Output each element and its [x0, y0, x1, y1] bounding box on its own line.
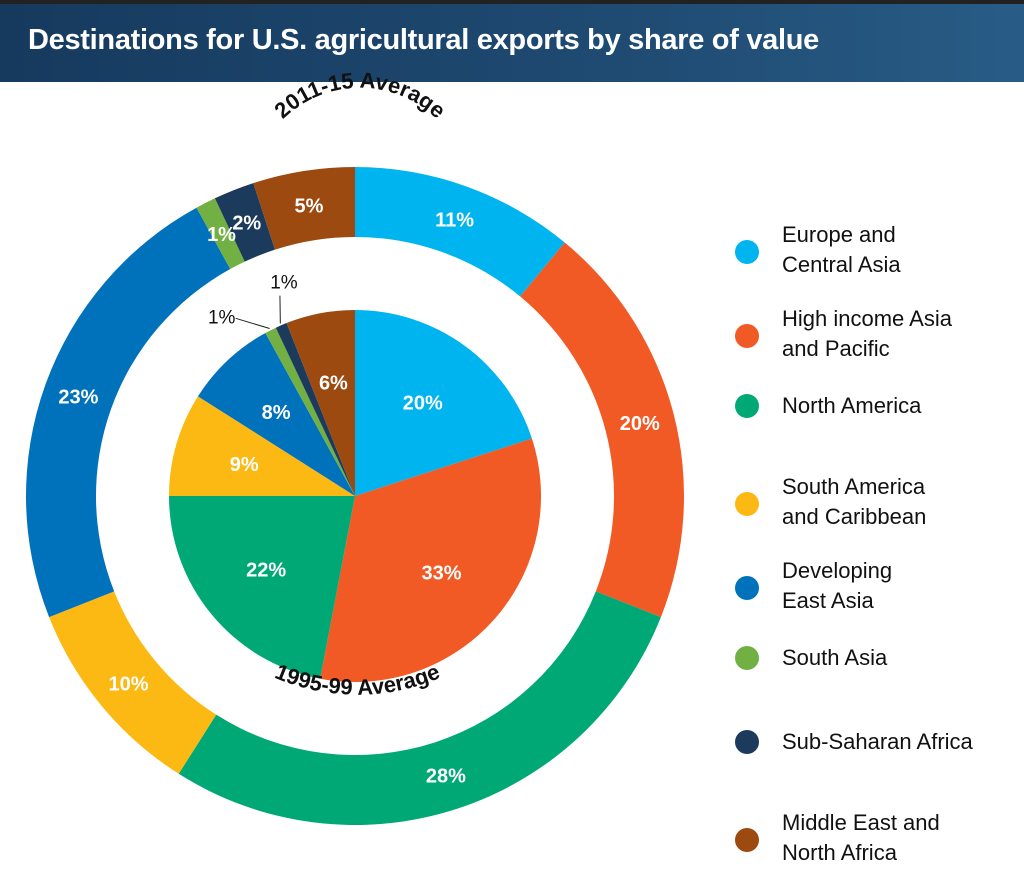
outer-slice-0 — [355, 167, 565, 296]
leader-line — [236, 318, 270, 328]
inner-label-5: 1% — [208, 307, 236, 328]
legend-label: South Asia — [782, 643, 1022, 673]
inner-label-3: 9% — [230, 454, 259, 476]
legend-label: Sub-Saharan Africa — [782, 727, 1022, 757]
legend-swatch — [735, 646, 759, 670]
outer-label-3: 10% — [108, 673, 148, 695]
outer-ring-title: 2011-15 Average — [269, 68, 450, 124]
donut-chart: 11%20%28%10%23%1%2%5%20%33%22%9%8%1%1%6%… — [0, 0, 730, 836]
inner-label-4: 8% — [262, 402, 291, 424]
inner-label-7: 6% — [319, 373, 348, 395]
inner-label-0: 20% — [403, 393, 443, 415]
legend-swatch — [735, 828, 759, 852]
legend-label: North America — [782, 391, 1022, 421]
outer-label-2: 28% — [426, 766, 466, 788]
legend-swatch — [735, 240, 759, 264]
outer-label-4: 23% — [58, 386, 98, 408]
outer-label-7: 5% — [295, 196, 324, 218]
legend-swatch — [735, 394, 759, 418]
inner-label-6: 1% — [270, 273, 298, 294]
inner-label-1: 33% — [421, 562, 461, 584]
outer-label-0: 11% — [435, 209, 474, 231]
outer-label-6: 2% — [232, 213, 261, 235]
legend-swatch — [735, 492, 759, 516]
legend-swatch — [735, 730, 759, 754]
legend-swatch — [735, 324, 759, 348]
legend-swatch — [735, 576, 759, 600]
outer-label-1: 20% — [620, 413, 660, 435]
inner-label-2: 22% — [246, 560, 286, 582]
